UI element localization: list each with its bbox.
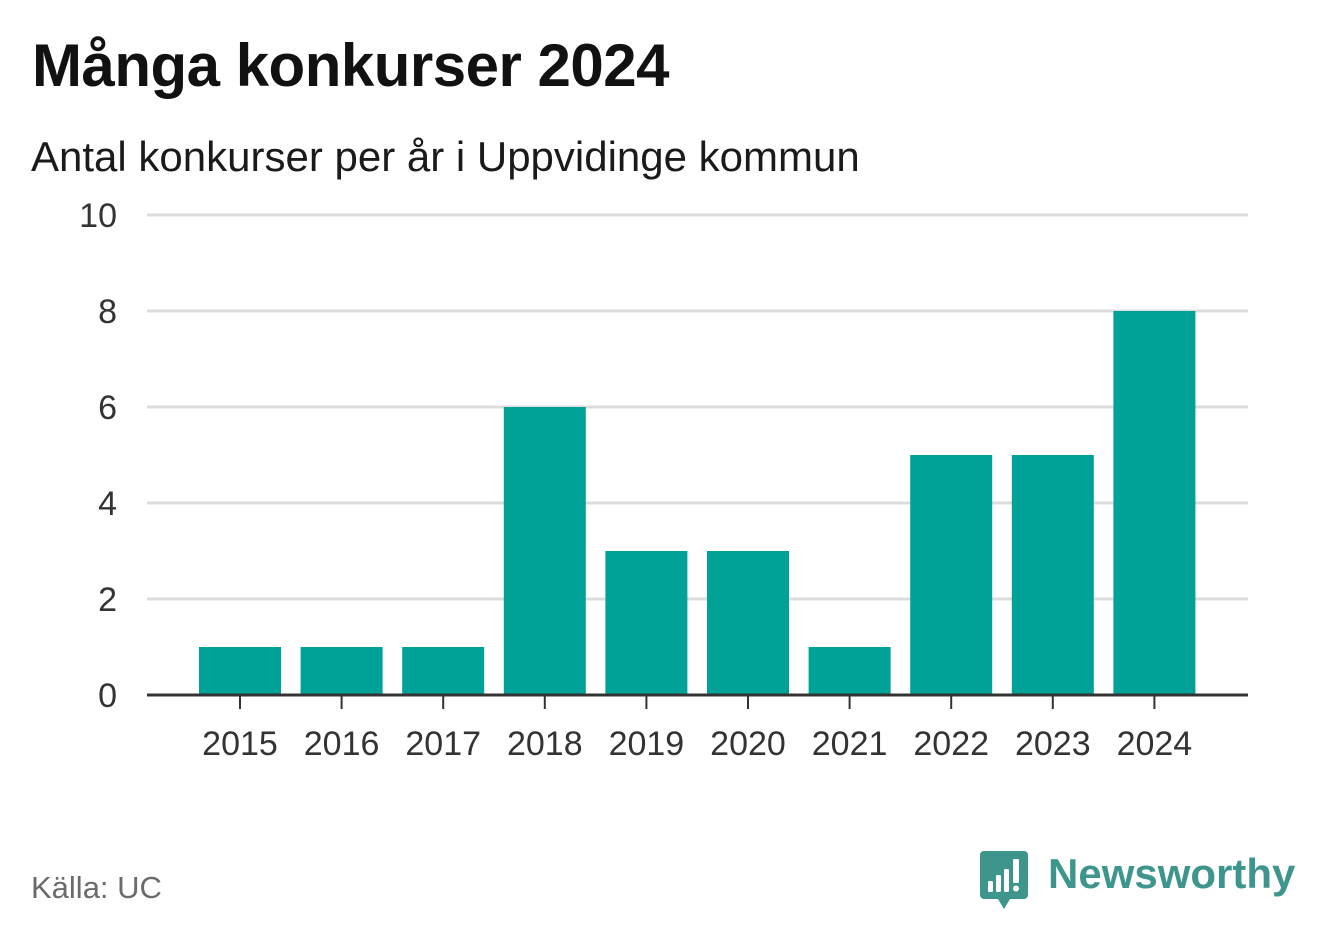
x-tick-label: 2017 [405,725,481,763]
bar-2024 [1113,311,1196,695]
x-tick-label: 2016 [304,725,380,763]
bar-2020 [707,551,789,695]
bars [199,311,1196,695]
bar-2023 [1011,455,1094,695]
bar-2019 [605,551,688,695]
bar-2021 [808,647,891,695]
y-tick-label: 0 [98,677,117,715]
brand-name: Newsworthy [1048,850,1296,897]
chart-subtitle: Antal konkurser per år i Uppvidinge komm… [31,133,860,180]
x-tick-label: 2021 [812,725,888,763]
bar-2016 [300,647,383,695]
bar-2017 [402,647,485,695]
bar-2018 [503,407,586,695]
y-tick-labels: 0 2 4 6 8 10 [79,197,117,715]
x-tick-label: 2020 [710,725,786,763]
x-tick-labels: 2015 2016 2017 2018 2019 2020 2021 2022 2023 2024 [202,725,1192,763]
bar-chart: 0 2 4 6 8 10 2015 2016 2017 2018 2019 2020 2021 2022… [79,197,1248,763]
y-tick-label: 8 [98,293,117,331]
x-tick-label: 2018 [507,725,583,763]
y-tick-label: 10 [79,197,117,235]
axes [147,693,1248,709]
y-tick-label: 4 [98,485,117,523]
y-tick-label: 2 [98,581,117,619]
bar-2015 [199,647,281,695]
x-tick-label: 2019 [609,725,685,763]
brand-logo: Newsworthy [980,850,1295,910]
x-tick-label: 2023 [1015,725,1091,763]
x-tick-label: 2022 [913,725,989,763]
y-tick-label: 6 [98,389,117,427]
chart-title: Många konkurser 2024 [32,32,669,99]
x-tick-label: 2024 [1117,725,1193,763]
source-note: Källa: UC [31,870,162,905]
x-tick-label: 2015 [202,725,278,763]
bar-2022 [910,455,993,695]
newsworthy-logo-icon [980,851,1028,909]
